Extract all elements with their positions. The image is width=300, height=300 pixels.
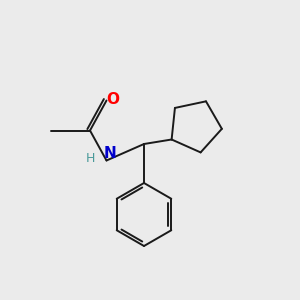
Text: H: H — [86, 152, 96, 166]
Text: N: N — [104, 146, 116, 161]
Text: O: O — [106, 92, 120, 106]
